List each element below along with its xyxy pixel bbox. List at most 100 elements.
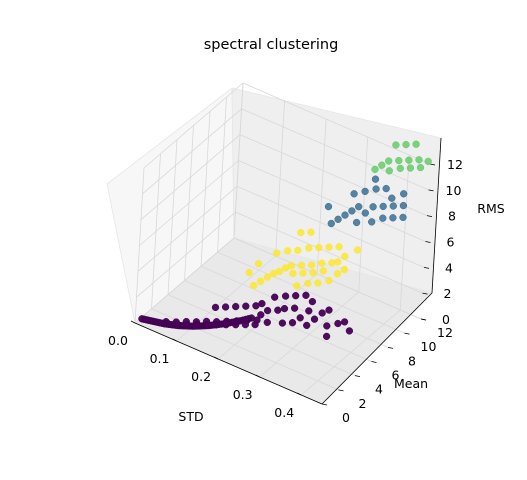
z-axis-label: RMS bbox=[477, 201, 504, 216]
scatter-point-cluster-0 bbox=[310, 315, 319, 323]
scatter-point-cluster-0 bbox=[232, 321, 240, 329]
scatter-point-cluster-3 bbox=[297, 261, 306, 269]
y-tick-label: 2 bbox=[359, 396, 367, 411]
scatter-point-cluster-2 bbox=[412, 140, 420, 148]
x-tick-mark bbox=[297, 392, 302, 396]
scatter-point-cluster-1 bbox=[352, 218, 361, 227]
scatter-point-cluster-0 bbox=[212, 321, 220, 329]
z-axis-line bbox=[431, 137, 442, 294]
scatter-point-cluster-1 bbox=[382, 184, 390, 193]
z-grid-back-line bbox=[239, 134, 428, 217]
x-tick-label: 0.0 bbox=[108, 333, 128, 348]
scatter-point-cluster-2 bbox=[395, 156, 403, 165]
scatter-point-cluster-3 bbox=[305, 244, 313, 252]
y-tick-label: 12 bbox=[437, 325, 453, 340]
y-grid-floor-line bbox=[167, 294, 356, 377]
scatter-point-cluster-3 bbox=[294, 246, 302, 255]
scatter-point-cluster-0 bbox=[202, 321, 211, 329]
scatter-point-cluster-1 bbox=[355, 203, 363, 211]
scatter-point-cluster-3 bbox=[281, 264, 290, 272]
scatter-point-cluster-3 bbox=[325, 243, 333, 251]
scatter-point-cluster-1 bbox=[371, 175, 380, 183]
scatter-point-cluster-0 bbox=[274, 306, 282, 314]
scatter-point-cluster-1 bbox=[348, 207, 356, 215]
scatter-point-cluster-1 bbox=[334, 215, 342, 223]
scatter-point-cluster-0 bbox=[241, 320, 250, 329]
scatter-point-cluster-3 bbox=[333, 270, 342, 278]
scatter-point-cluster-2 bbox=[416, 163, 425, 172]
z-grid-back-line bbox=[238, 160, 426, 242]
scatter-point-cluster-1 bbox=[350, 190, 358, 198]
scatter-point-cluster-1 bbox=[369, 203, 377, 211]
chart-title: spectral clustering bbox=[204, 37, 339, 53]
scatter-point-cluster-2 bbox=[392, 141, 400, 149]
y-tick-label: 4 bbox=[375, 382, 383, 397]
scatter-point-cluster-3 bbox=[335, 243, 343, 251]
y-tick-mark bbox=[404, 332, 410, 335]
scatter-point-cluster-0 bbox=[305, 307, 313, 315]
scatter-point-cluster-2 bbox=[371, 165, 379, 174]
scatter-point-cluster-1 bbox=[388, 194, 396, 202]
scatter-point-cluster-1 bbox=[361, 187, 369, 196]
scatter-points bbox=[138, 140, 432, 341]
x-tick-label: 0.3 bbox=[233, 387, 253, 402]
z-tick-label: 10 bbox=[446, 183, 462, 198]
scatter-point-cluster-3 bbox=[297, 228, 305, 237]
scatter-point-cluster-0 bbox=[263, 306, 272, 315]
z-tick-label: 12 bbox=[447, 157, 463, 172]
z-grid-left-line bbox=[136, 211, 236, 298]
scatter-point-cluster-1 bbox=[368, 218, 376, 226]
scatter-point-cluster-3 bbox=[325, 276, 333, 285]
scatter-point-cluster-0 bbox=[232, 302, 240, 311]
y-axis-label: Mean bbox=[394, 376, 428, 391]
scatter-point-cluster-2 bbox=[385, 167, 393, 175]
scatter-point-cluster-3 bbox=[250, 281, 258, 290]
scatter-point-cluster-0 bbox=[193, 321, 201, 329]
x-tick-label: 0.4 bbox=[274, 405, 294, 420]
scatter-point-cluster-3 bbox=[254, 260, 263, 268]
scatter-point-cluster-3 bbox=[293, 282, 301, 290]
y-tick-label: 0 bbox=[342, 410, 350, 425]
z-grid-left-line bbox=[143, 82, 244, 169]
scatter-point-cluster-1 bbox=[389, 202, 397, 210]
scatter-point-cluster-0 bbox=[322, 332, 331, 341]
scatter-point-cluster-0 bbox=[164, 320, 172, 328]
z-tick-label: 6 bbox=[447, 235, 455, 250]
y-grid-floor-line bbox=[217, 251, 405, 334]
scatter-point-cluster-3 bbox=[284, 247, 292, 255]
scatter-point-cluster-3 bbox=[314, 279, 322, 287]
scatter-point-cluster-0 bbox=[323, 322, 331, 330]
z-grid-left-line bbox=[137, 186, 238, 272]
scatter-point-cluster-1 bbox=[399, 201, 408, 210]
scatter-point-cluster-1 bbox=[399, 213, 407, 222]
scatter-point-cluster-3 bbox=[263, 273, 272, 281]
scatter-point-cluster-1 bbox=[341, 211, 349, 219]
y-tick-mark bbox=[387, 346, 394, 349]
scatter-point-cluster-3 bbox=[309, 269, 317, 277]
scatter-point-cluster-0 bbox=[345, 327, 354, 335]
scatter-point-cluster-0 bbox=[292, 292, 300, 300]
scatter-point-cluster-1 bbox=[372, 185, 380, 193]
scatter-point-cluster-1 bbox=[389, 214, 397, 222]
scatter-point-cluster-0 bbox=[211, 303, 220, 312]
z-tick-mark bbox=[425, 241, 431, 243]
x-tick-label: 0.2 bbox=[191, 369, 211, 384]
z-tick-mark bbox=[420, 318, 427, 321]
scatter-point-cluster-0 bbox=[252, 302, 260, 310]
x-tick-mark bbox=[130, 320, 136, 324]
scatter-point-cluster-3 bbox=[353, 246, 362, 254]
scatter-point-cluster-0 bbox=[325, 306, 333, 314]
scatter-point-cluster-3 bbox=[319, 267, 327, 275]
scatter-point-cluster-3 bbox=[318, 259, 326, 267]
z-grid-left-line bbox=[139, 160, 239, 246]
scatter-point-cluster-2 bbox=[424, 157, 432, 166]
scatter-point-cluster-0 bbox=[263, 318, 271, 327]
scatter-point-cluster-1 bbox=[324, 202, 333, 211]
x-tick-label: 0.1 bbox=[150, 351, 170, 366]
scatter-point-cluster-3 bbox=[299, 269, 307, 277]
scatter-point-cluster-2 bbox=[406, 164, 415, 172]
scatter-point-cluster-0 bbox=[288, 319, 297, 327]
scatter-point-cluster-3 bbox=[328, 259, 336, 267]
